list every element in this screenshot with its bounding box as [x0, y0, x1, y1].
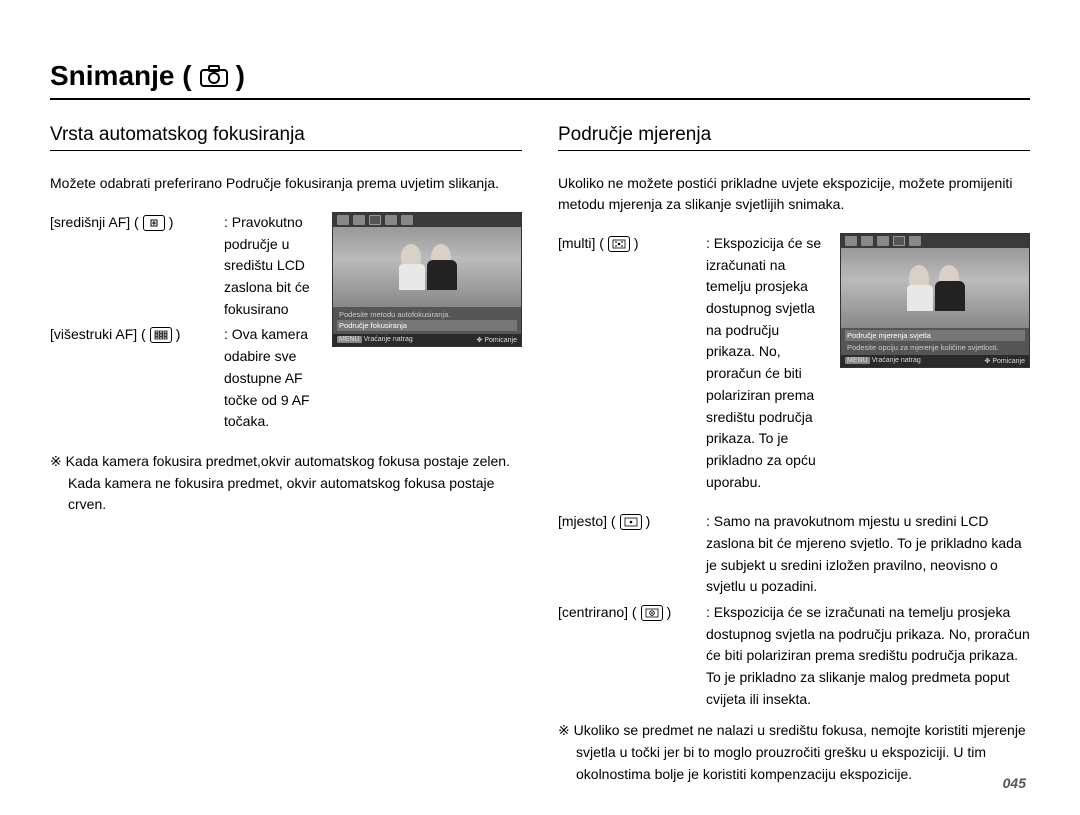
content-columns: Vrsta automatskog fokusiranja Možete oda…: [50, 124, 1030, 786]
lcd-top-bar: [841, 234, 1029, 248]
center-af-icon: [143, 215, 165, 231]
lcd-footer: MENU Vraćanje natrag ✥ Pomicanje: [333, 334, 521, 346]
def-item: [višestruki AF] ( ) : Ova kamera odabire…: [50, 324, 320, 432]
left-lcd-thumbnail: Podesite metodu autofokusiranja. Područj…: [332, 212, 522, 347]
left-note: ※ Kada kamera fokusira predmet,okvir aut…: [50, 451, 522, 516]
lcd-photo-area: [841, 248, 1029, 328]
left-defs: [središnji AF] ( ) : Pravokutno područje…: [50, 212, 320, 437]
right-row: [multi] ( ) : Ekspozicija će se izračuna…: [558, 233, 1030, 497]
def-item: [mjesto] ( ) : Samo na pravokutnom mjest…: [558, 511, 1030, 598]
spot-meter-icon: [620, 514, 642, 530]
lcd-footer: MENU Vraćanje natrag ✥ Pomicanje: [841, 355, 1029, 367]
multi-af-icon: [150, 327, 172, 343]
lcd-menu-area: Područje mjerenja svjetla Podesite opcij…: [841, 328, 1029, 355]
def-item: [multi] ( ) : Ekspozicija će se izračuna…: [558, 233, 828, 493]
def-text: : Ekspozicija će se izračunati na temelj…: [706, 233, 828, 493]
lcd-top-bar: [333, 213, 521, 227]
page-title: Snimanje ( ): [50, 60, 1030, 100]
right-intro: Ukoliko ne možete postići prikladne uvje…: [558, 173, 1030, 215]
def-label: [višestruki AF] ( ): [50, 324, 218, 346]
camera-icon: [200, 65, 228, 87]
page-number: 045: [1003, 775, 1026, 791]
center-meter-icon: [641, 605, 663, 621]
def-label: [središnji AF] ( ): [50, 212, 218, 234]
def-label: [multi] ( ): [558, 233, 700, 255]
right-defs-rest: [mjesto] ( ) : Samo na pravokutnom mjest…: [558, 511, 1030, 710]
multi-meter-icon: [608, 236, 630, 252]
left-column: Vrsta automatskog fokusiranja Možete oda…: [50, 124, 522, 786]
lcd-photo-area: [333, 227, 521, 307]
def-text: : Ekspozicija će se izračunati na temelj…: [706, 602, 1030, 710]
right-heading: Područje mjerenja: [558, 124, 1030, 151]
right-lcd-thumbnail: Područje mjerenja svjetla Podesite opcij…: [840, 233, 1030, 368]
def-text: : Samo na pravokutnom mjestu u sredini L…: [706, 511, 1030, 598]
right-note: ※ Ukoliko se predmet ne nalazi u središt…: [558, 720, 1030, 785]
def-item: [središnji AF] ( ) : Pravokutno područje…: [50, 212, 320, 320]
lcd-menu-area: Podesite metodu autofokusiranja. Područj…: [333, 307, 521, 334]
right-defs-top: [multi] ( ) : Ekspozicija će se izračuna…: [558, 233, 828, 497]
def-item: [centrirano] ( ) : Ekspozicija će se izr…: [558, 602, 1030, 710]
def-text: : Pravokutno područje u središtu LCD zas…: [224, 212, 320, 320]
def-text: : Ova kamera odabire sve dostupne AF toč…: [224, 324, 320, 432]
page-title-close: ): [236, 60, 245, 92]
left-row: [središnji AF] ( ) : Pravokutno područje…: [50, 212, 522, 437]
right-column: Područje mjerenja Ukoliko ne možete post…: [558, 124, 1030, 786]
left-intro: Možete odabrati preferirano Područje fok…: [50, 173, 522, 194]
page-title-text: Snimanje (: [50, 60, 192, 92]
def-label: [mjesto] ( ): [558, 511, 700, 533]
left-heading: Vrsta automatskog fokusiranja: [50, 124, 522, 151]
def-label: [centrirano] ( ): [558, 602, 700, 624]
